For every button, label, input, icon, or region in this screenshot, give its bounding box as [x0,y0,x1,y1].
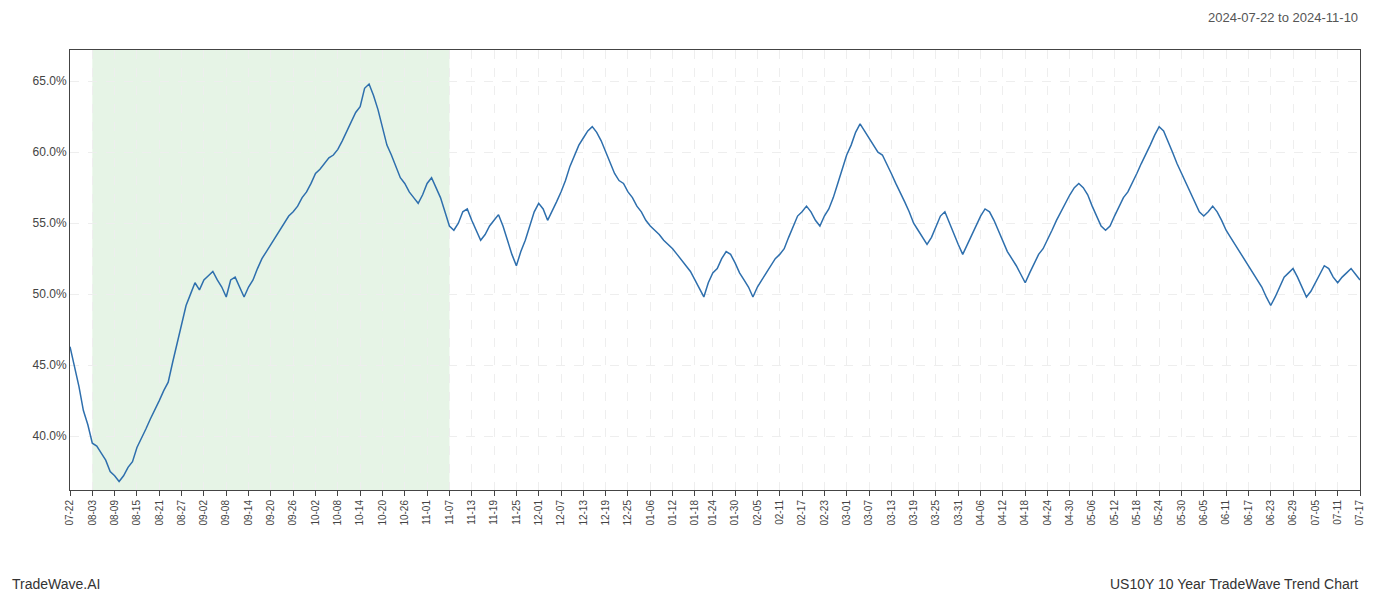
svg-text:02-11: 02-11 [774,500,785,525]
svg-text:07-11: 07-11 [1332,500,1343,525]
svg-text:08-27: 08-27 [176,500,187,526]
svg-text:05-06: 05-06 [1086,500,1097,526]
svg-text:12-25: 12-25 [622,500,633,526]
svg-text:40.0%: 40.0% [33,429,67,443]
svg-text:04-30: 04-30 [1064,500,1075,526]
svg-text:03-19: 03-19 [908,500,919,526]
svg-text:05-24: 05-24 [1153,500,1164,526]
svg-text:02-23: 02-23 [819,500,830,526]
svg-text:10-26: 10-26 [399,500,410,526]
svg-text:04-06: 04-06 [975,500,986,526]
svg-text:10-14: 10-14 [354,500,365,526]
svg-text:11-19: 11-19 [488,500,499,525]
svg-text:10-08: 10-08 [332,500,343,526]
svg-text:11-07: 11-07 [444,500,455,525]
svg-text:03-25: 03-25 [930,500,941,526]
svg-text:01-12: 01-12 [667,500,678,526]
svg-text:02-05: 02-05 [752,500,763,526]
svg-text:TradeWave.AI: TradeWave.AI [12,576,100,592]
svg-text:05-18: 05-18 [1131,500,1142,526]
svg-text:07-05: 07-05 [1310,500,1321,526]
svg-text:09-26: 09-26 [287,500,298,526]
svg-text:03-01: 03-01 [841,500,852,526]
svg-text:09-14: 09-14 [243,500,254,526]
svg-text:06-29: 06-29 [1287,500,1298,526]
svg-text:06-17: 06-17 [1243,500,1254,526]
svg-text:12-07: 12-07 [555,500,566,526]
svg-text:05-30: 05-30 [1176,500,1187,526]
svg-text:12-19: 12-19 [600,500,611,526]
svg-text:11-01: 11-01 [421,500,432,525]
svg-text:2024-07-22 to 2024-11-10: 2024-07-22 to 2024-11-10 [1208,10,1358,25]
svg-text:08-03: 08-03 [87,500,98,526]
svg-text:10-02: 10-02 [310,500,321,526]
svg-text:12-13: 12-13 [578,500,589,526]
svg-text:07-17: 07-17 [1354,500,1365,526]
svg-text:11-13: 11-13 [466,500,477,525]
svg-text:10-20: 10-20 [377,500,388,526]
svg-text:03-07: 03-07 [863,500,874,526]
svg-text:08-15: 08-15 [131,500,142,526]
svg-text:09-08: 09-08 [220,500,231,526]
svg-text:04-18: 04-18 [1019,500,1030,526]
svg-text:65.0%: 65.0% [33,74,67,88]
svg-text:US10Y 10 Year TradeWave Trend: US10Y 10 Year TradeWave Trend Chart [1110,576,1358,592]
svg-text:09-20: 09-20 [265,500,276,526]
svg-text:45.0%: 45.0% [33,358,67,372]
svg-text:05-12: 05-12 [1109,500,1120,526]
svg-text:01-06: 01-06 [645,500,656,526]
svg-text:08-21: 08-21 [154,500,165,526]
svg-text:12-01: 12-01 [533,500,544,526]
svg-text:11-25: 11-25 [511,500,522,525]
svg-text:03-31: 03-31 [953,500,964,526]
svg-text:01-24: 01-24 [707,500,718,526]
svg-text:01-18: 01-18 [689,500,700,526]
svg-text:02-17: 02-17 [796,500,807,526]
svg-text:04-24: 04-24 [1042,500,1053,526]
svg-text:04-12: 04-12 [997,500,1008,526]
svg-text:50.0%: 50.0% [33,287,67,301]
svg-text:07-22: 07-22 [64,500,75,526]
svg-text:09-02: 09-02 [198,500,209,526]
svg-text:55.0%: 55.0% [33,216,67,230]
svg-text:03-13: 03-13 [886,500,897,526]
svg-text:01-30: 01-30 [729,500,740,526]
svg-text:08-09: 08-09 [109,500,120,526]
svg-text:06-23: 06-23 [1265,500,1276,526]
svg-text:06-05: 06-05 [1198,500,1209,526]
svg-text:60.0%: 60.0% [33,145,67,159]
svg-text:06-11: 06-11 [1220,500,1231,525]
